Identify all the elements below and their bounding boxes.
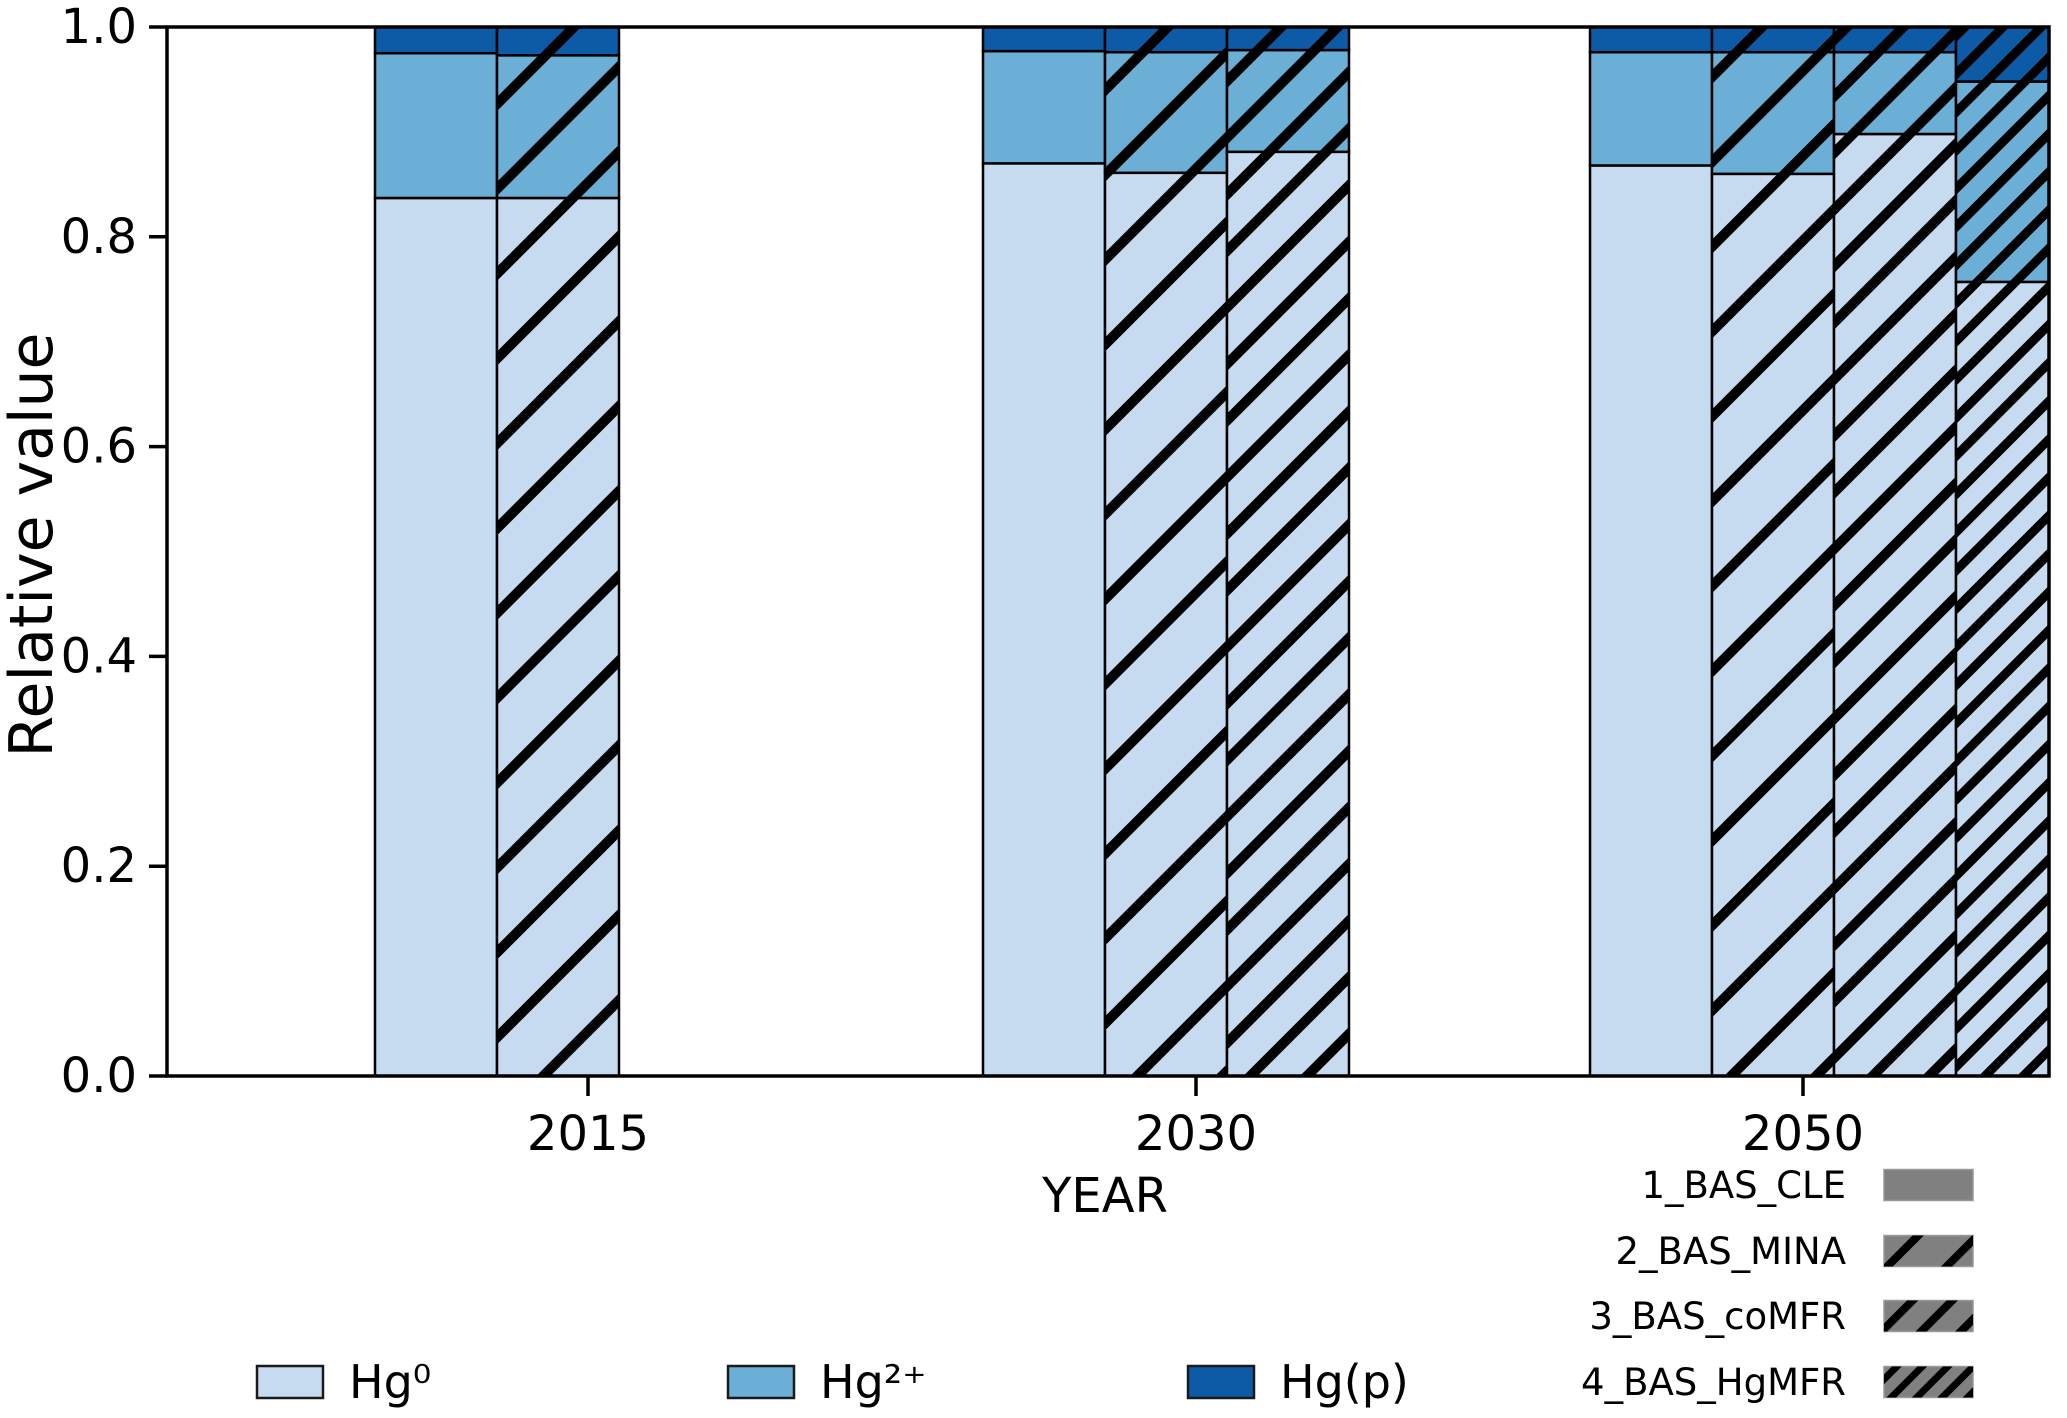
segment-hatch-overlay — [1227, 50, 1349, 152]
legend-item-Hg(p): Hg(p) — [1186, 1355, 1409, 1409]
legend-item-1_BAS_CLE: 1_BAS_CLE — [1641, 1164, 1974, 1207]
segment-2030-1_BAS_CLE-Hg(p) — [981, 27, 1107, 53]
legend-item-Hg²⁺: Hg²⁺ — [726, 1355, 927, 1409]
segment-hatch-overlay — [1956, 27, 2049, 82]
segment-hatch-overlay — [1712, 27, 1834, 53]
segment-hatch-overlay — [497, 55, 619, 198]
legend-swatch-hatch-overlay — [1884, 1300, 1973, 1332]
legend-item-3_BAS_coMFR: 3_BAS_coMFR — [1589, 1295, 1974, 1338]
segment-hatch-overlay — [1227, 151, 1349, 1076]
legend-swatch-Hg⁰ — [255, 1364, 325, 1400]
segment-2050-1_BAS_CLE-Hg²⁺ — [1588, 50, 1714, 167]
legend-swatch-Hg²⁺ — [726, 1364, 796, 1400]
legend-label-3_BAS_coMFR: 3_BAS_coMFR — [1589, 1295, 1846, 1338]
bar-2050-1_BAS_CLE — [1588, 27, 1714, 1076]
segment-2030-1_BAS_CLE-Hg⁰ — [981, 162, 1107, 1076]
axes-spines — [165, 25, 2051, 1078]
segment-hatch-overlay — [1712, 173, 1834, 1076]
legend-swatch-1_BAS_CLE — [1883, 1168, 1974, 1202]
segment-hatch-overlay — [497, 27, 619, 56]
segment-hatch-overlay — [497, 197, 619, 1076]
bars-layer — [373, 27, 2049, 1076]
segment-hatch-overlay — [1105, 172, 1227, 1076]
y-tick-label-0.4: 0.4 — [61, 628, 137, 684]
segment-hatch-overlay — [1105, 27, 1227, 53]
segment-2015-1_BAS_CLE-Hg⁰ — [373, 196, 499, 1076]
legend-item-Hg⁰: Hg⁰ — [255, 1355, 431, 1409]
segment-hatch-overlay — [1227, 27, 1349, 51]
bar-2015-2_BAS_MINA — [495, 27, 621, 1076]
y-tick-label-0.0: 0.0 — [61, 1048, 137, 1104]
segment-hatch-overlay — [1105, 52, 1227, 173]
legend-label-4_BAS_HgMFR: 4_BAS_HgMFR — [1581, 1361, 1846, 1404]
legend-swatch-hatch-overlay — [1884, 1235, 1973, 1267]
x-axis: 2015 2030 2050 — [527, 1076, 1864, 1162]
bar-2050-2_BAS_MINA — [1710, 27, 1836, 1076]
y-tick-label-0.2: 0.2 — [61, 838, 137, 894]
bar-2050-3_BAS_coMFR — [1832, 27, 1958, 1076]
y-tick-label-0.8: 0.8 — [61, 209, 137, 265]
segment-2050-1_BAS_CLE-Hg(p) — [1588, 27, 1714, 54]
y-axis: 0.0 0.2 0.4 0.6 0.8 1.0 — [61, 0, 167, 1104]
segment-hatch-overlay — [1956, 81, 2049, 282]
species-legend: Hg⁰ Hg²⁺ Hg(p) — [255, 1355, 1409, 1409]
bar-2015-1_BAS_CLE — [373, 27, 499, 1076]
y-tick-label-1.0: 1.0 — [61, 0, 137, 55]
x-tick-label-2050: 2050 — [1742, 1106, 1864, 1162]
segment-2030-1_BAS_CLE-Hg²⁺ — [981, 49, 1107, 165]
legend-label-Hg(p): Hg(p) — [1280, 1355, 1409, 1409]
legend-swatch-Hg(p) — [1186, 1364, 1256, 1400]
x-tick-label-2030: 2030 — [1135, 1106, 1257, 1162]
legend-swatch-hatch-overlay — [1884, 1366, 1973, 1398]
legend-label-1_BAS_CLE: 1_BAS_CLE — [1641, 1164, 1846, 1207]
x-axis-title: YEAR — [1041, 1168, 1168, 1224]
bar-2030-3_BAS_coMFR — [1225, 27, 1351, 1076]
x-tick-label-2015: 2015 — [527, 1106, 649, 1162]
segment-hatch-overlay — [1834, 133, 1956, 1076]
segment-hatch-overlay — [1956, 281, 2049, 1076]
legend-label-2_BAS_MINA: 2_BAS_MINA — [1615, 1230, 1846, 1273]
segment-2050-1_BAS_CLE-Hg⁰ — [1588, 164, 1714, 1076]
bar-2030-1_BAS_CLE — [981, 27, 1107, 1076]
bar-2030-2_BAS_MINA — [1103, 27, 1229, 1076]
segment-hatch-overlay — [1712, 52, 1834, 174]
scenario-legend: 1_BAS_CLE 2_BAS_MINA 3_BAS_coMFR 4_BAS_HgMF… — [1581, 1164, 1974, 1404]
legend-label-Hg⁰: Hg⁰ — [349, 1355, 431, 1409]
legend-label-Hg²⁺: Hg²⁺ — [820, 1355, 927, 1409]
segment-2015-1_BAS_CLE-Hg²⁺ — [373, 51, 499, 200]
y-axis-title: Relative value — [0, 333, 67, 758]
segment-hatch-overlay — [1834, 52, 1956, 134]
legend-item-2_BAS_MINA: 2_BAS_MINA — [1615, 1230, 1974, 1273]
y-tick-label-0.6: 0.6 — [61, 419, 137, 475]
bar-2050-4_BAS_HgMFR — [1954, 27, 2049, 1076]
segment-2015-1_BAS_CLE-Hg(p) — [373, 27, 499, 55]
legend-item-4_BAS_HgMFR: 4_BAS_HgMFR — [1581, 1361, 1974, 1404]
segment-hatch-overlay — [1834, 27, 1956, 53]
